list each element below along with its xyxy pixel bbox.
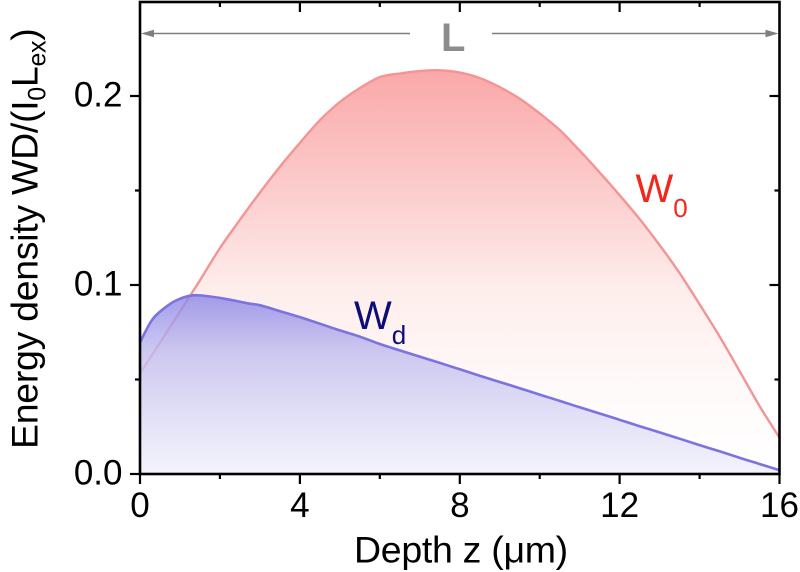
svg-text:Energy density WD/(I0Lex): Energy density WD/(I0Lex) bbox=[4, 29, 52, 449]
svg-text:12: 12 bbox=[600, 486, 639, 525]
svg-text:0.2: 0.2 bbox=[74, 76, 123, 115]
svg-text:4: 4 bbox=[290, 486, 309, 525]
svg-text:0.0: 0.0 bbox=[74, 454, 123, 493]
svg-text:0.1: 0.1 bbox=[74, 265, 123, 304]
svg-text:16: 16 bbox=[760, 486, 799, 525]
svg-text:8: 8 bbox=[450, 486, 469, 525]
svg-text:W0: W0 bbox=[636, 167, 688, 223]
svg-text:Depth z (μm): Depth z (μm) bbox=[354, 529, 568, 571]
svg-text:L: L bbox=[441, 16, 465, 60]
svg-text:0: 0 bbox=[130, 486, 149, 525]
